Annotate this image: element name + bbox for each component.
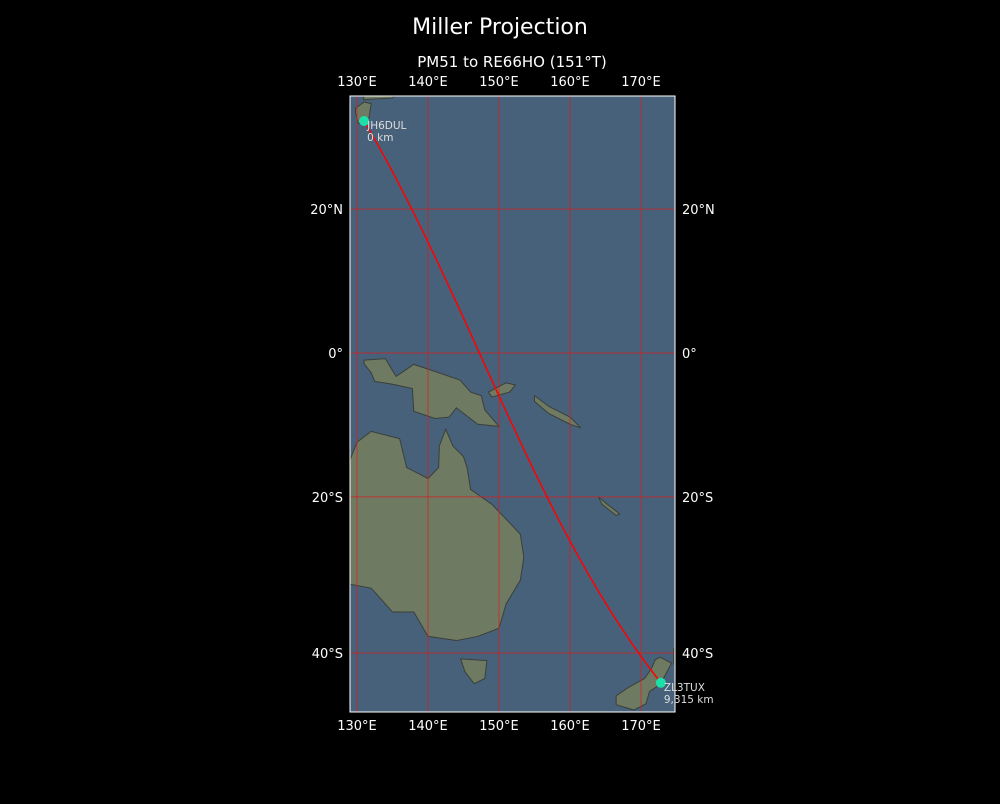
lon-label-bottom: 140°E [408, 719, 448, 734]
landmass-honshu [362, 96, 395, 101]
station-marker [655, 677, 666, 688]
landmass-new-caledonia [597, 496, 621, 517]
lon-label-top: 130°E [337, 75, 377, 90]
map-subtitle: PM51 to RE66HO (151°T) [417, 53, 607, 71]
map-frame [349, 95, 676, 713]
landmass-solomons [534, 394, 582, 429]
station-callsign: JH6DUL [366, 120, 406, 132]
lon-label-top: 170°E [621, 75, 661, 90]
lat-label-left: 0° [328, 347, 343, 362]
landmass-sulawesi [286, 342, 322, 392]
great-circle-path [363, 120, 662, 684]
lon-label-top: 140°E [408, 75, 448, 90]
graticule [350, 96, 675, 712]
station-marker [359, 115, 370, 126]
lon-label-bottom: 150°E [479, 719, 519, 734]
lon-label-top: 150°E [479, 75, 519, 90]
figure-title: Miller Projection [412, 15, 588, 40]
landmass-new-guinea [363, 358, 501, 428]
ocean-background [350, 96, 675, 712]
lon-label-bottom: 160°E [550, 719, 590, 734]
lon-label-bottom: 130°E [337, 719, 377, 734]
land-layer [286, 96, 675, 711]
landmass-tasmania [459, 658, 488, 685]
lon-label-top: 160°E [550, 75, 590, 90]
station-distance: 0 km [367, 132, 393, 144]
path-line [363, 120, 662, 684]
lat-label-left: 20°N [310, 203, 343, 218]
lat-label-right: 20°S [682, 491, 713, 506]
lat-label-right: 0° [682, 347, 697, 362]
landmass-new-britain [487, 382, 517, 398]
grid-labels: 130°E 130°E 140°E 140°E 150°E 150°E 160°E 160°E… [310, 75, 715, 734]
lat-label-right: 20°N [682, 203, 715, 218]
lon-label-bottom: 170°E [621, 719, 661, 734]
station-distance: 9,315 km [664, 694, 714, 706]
lat-label-left: 20°S [312, 491, 343, 506]
lat-label-right: 40°S [682, 647, 713, 662]
lat-label-left: 40°S [312, 647, 343, 662]
station-callsign: ZL3TUX [664, 682, 705, 694]
